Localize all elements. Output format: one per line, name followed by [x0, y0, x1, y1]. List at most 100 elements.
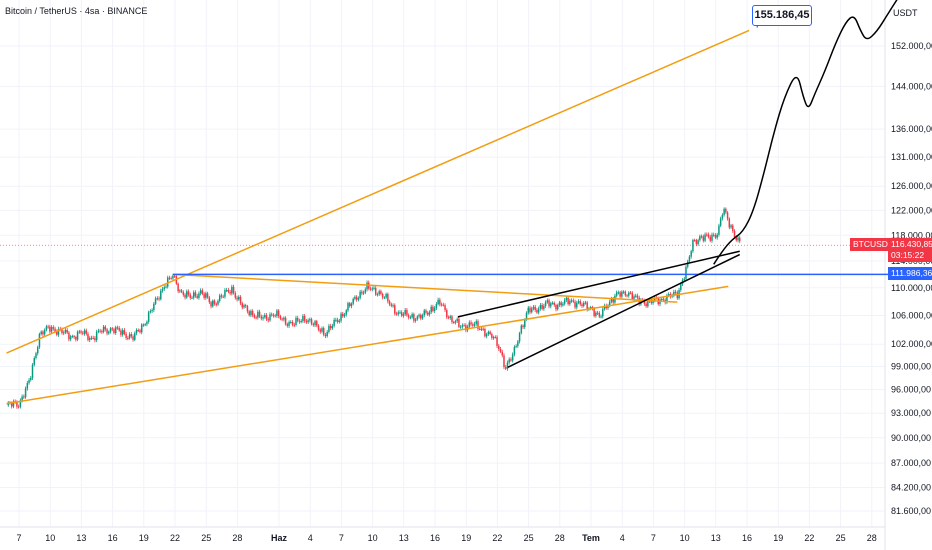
candle-body	[68, 332, 70, 340]
candle-body	[101, 331, 103, 333]
candle-body	[406, 310, 408, 316]
candle-body	[75, 336, 77, 340]
symbol-label: BTCUSDT	[853, 239, 894, 250]
candle-body	[205, 293, 207, 298]
candle-body	[281, 318, 283, 320]
candle-body	[236, 297, 238, 300]
candle-body	[598, 312, 601, 317]
candle-body	[350, 303, 353, 307]
candle-body	[343, 314, 346, 317]
candle-body	[284, 317, 287, 325]
candle-body	[134, 333, 136, 340]
candle-body	[114, 327, 117, 333]
candle-body	[255, 317, 257, 319]
candle-body	[692, 239, 694, 252]
candle-body	[525, 312, 528, 320]
last-price-box: 116.430,85 03:15:22	[888, 238, 932, 263]
candle-body	[253, 315, 256, 318]
candle-body	[407, 315, 410, 318]
candle-body	[210, 302, 212, 307]
y-tick-label: 102.000,00	[891, 339, 932, 349]
candle-body	[680, 284, 682, 290]
x-tick-label: 19	[139, 533, 149, 543]
candle-body	[442, 304, 445, 306]
candle-body	[123, 330, 126, 334]
candle-body	[305, 320, 308, 323]
x-tick-label: 7	[651, 533, 656, 543]
candle-body	[172, 275, 174, 279]
candle-body	[229, 291, 231, 294]
candle-body	[381, 293, 384, 298]
candle-body	[28, 380, 30, 383]
candle-body	[420, 314, 422, 319]
x-tick-label: 19	[773, 533, 783, 543]
candle-body	[168, 277, 171, 279]
currency-label[interactable]: USDT	[893, 8, 918, 18]
candle-body	[506, 362, 509, 369]
target-pointer	[756, 22, 759, 28]
candle-body	[451, 316, 453, 322]
candle-body	[376, 294, 379, 296]
ascending-channel-upper-line	[6, 29, 750, 354]
candle-body	[600, 316, 602, 318]
candle-body	[144, 324, 146, 326]
candle-body	[707, 234, 710, 237]
candle-body	[730, 225, 732, 228]
y-tick-label: 84.200,00	[891, 483, 931, 493]
candle-body	[387, 293, 389, 302]
candle-body	[543, 305, 545, 310]
x-tick-label: 25	[201, 533, 211, 543]
candle-body	[30, 377, 32, 381]
x-tick-label: Tem	[582, 533, 600, 543]
candle-body	[404, 310, 406, 315]
candle-body	[515, 345, 517, 347]
y-tick-label: 106.000,00	[891, 310, 932, 320]
candle-body	[151, 310, 153, 312]
candle-body	[723, 208, 725, 215]
candle-body	[563, 299, 566, 304]
x-tick-label: 22	[492, 533, 502, 543]
candle-body	[76, 331, 79, 340]
candle-body	[269, 314, 271, 321]
candle-body	[607, 305, 609, 309]
candle-body	[439, 299, 441, 305]
candle-body	[57, 328, 60, 335]
candle-body	[477, 321, 479, 329]
candle-body	[361, 291, 363, 294]
candle-body	[192, 292, 195, 298]
candle-body	[288, 322, 290, 326]
candle-body	[224, 290, 226, 297]
candle-body	[31, 364, 34, 378]
candle-body	[550, 303, 552, 307]
candle-body	[503, 355, 505, 368]
candle-body	[310, 319, 313, 324]
candle-body	[425, 310, 427, 313]
candle-body	[624, 291, 627, 296]
y-tick-label: 122.000,00	[891, 205, 932, 215]
candle-body	[33, 358, 36, 365]
candle-body	[35, 353, 37, 359]
candle-body	[461, 325, 464, 327]
x-tick-label: 25	[836, 533, 846, 543]
candle-body	[683, 278, 686, 281]
candle-body	[458, 318, 460, 327]
candle-body	[636, 295, 639, 298]
candle-body	[702, 236, 705, 241]
x-tick-label: 22	[804, 533, 814, 543]
candle-body	[307, 320, 309, 323]
candle-body	[397, 312, 400, 315]
candle-body	[482, 328, 484, 330]
candle-body	[302, 315, 304, 322]
candle-body	[12, 401, 15, 407]
candle-body	[380, 291, 382, 294]
candle-body	[45, 326, 48, 330]
candle-body	[267, 319, 270, 321]
candle-body	[738, 237, 741, 242]
candle-body	[688, 256, 691, 262]
candle-body	[342, 313, 344, 317]
candle-body	[454, 321, 457, 323]
candle-body	[539, 305, 542, 309]
candle-body	[673, 291, 675, 296]
candle-body	[158, 298, 160, 300]
candle-body	[517, 341, 519, 346]
